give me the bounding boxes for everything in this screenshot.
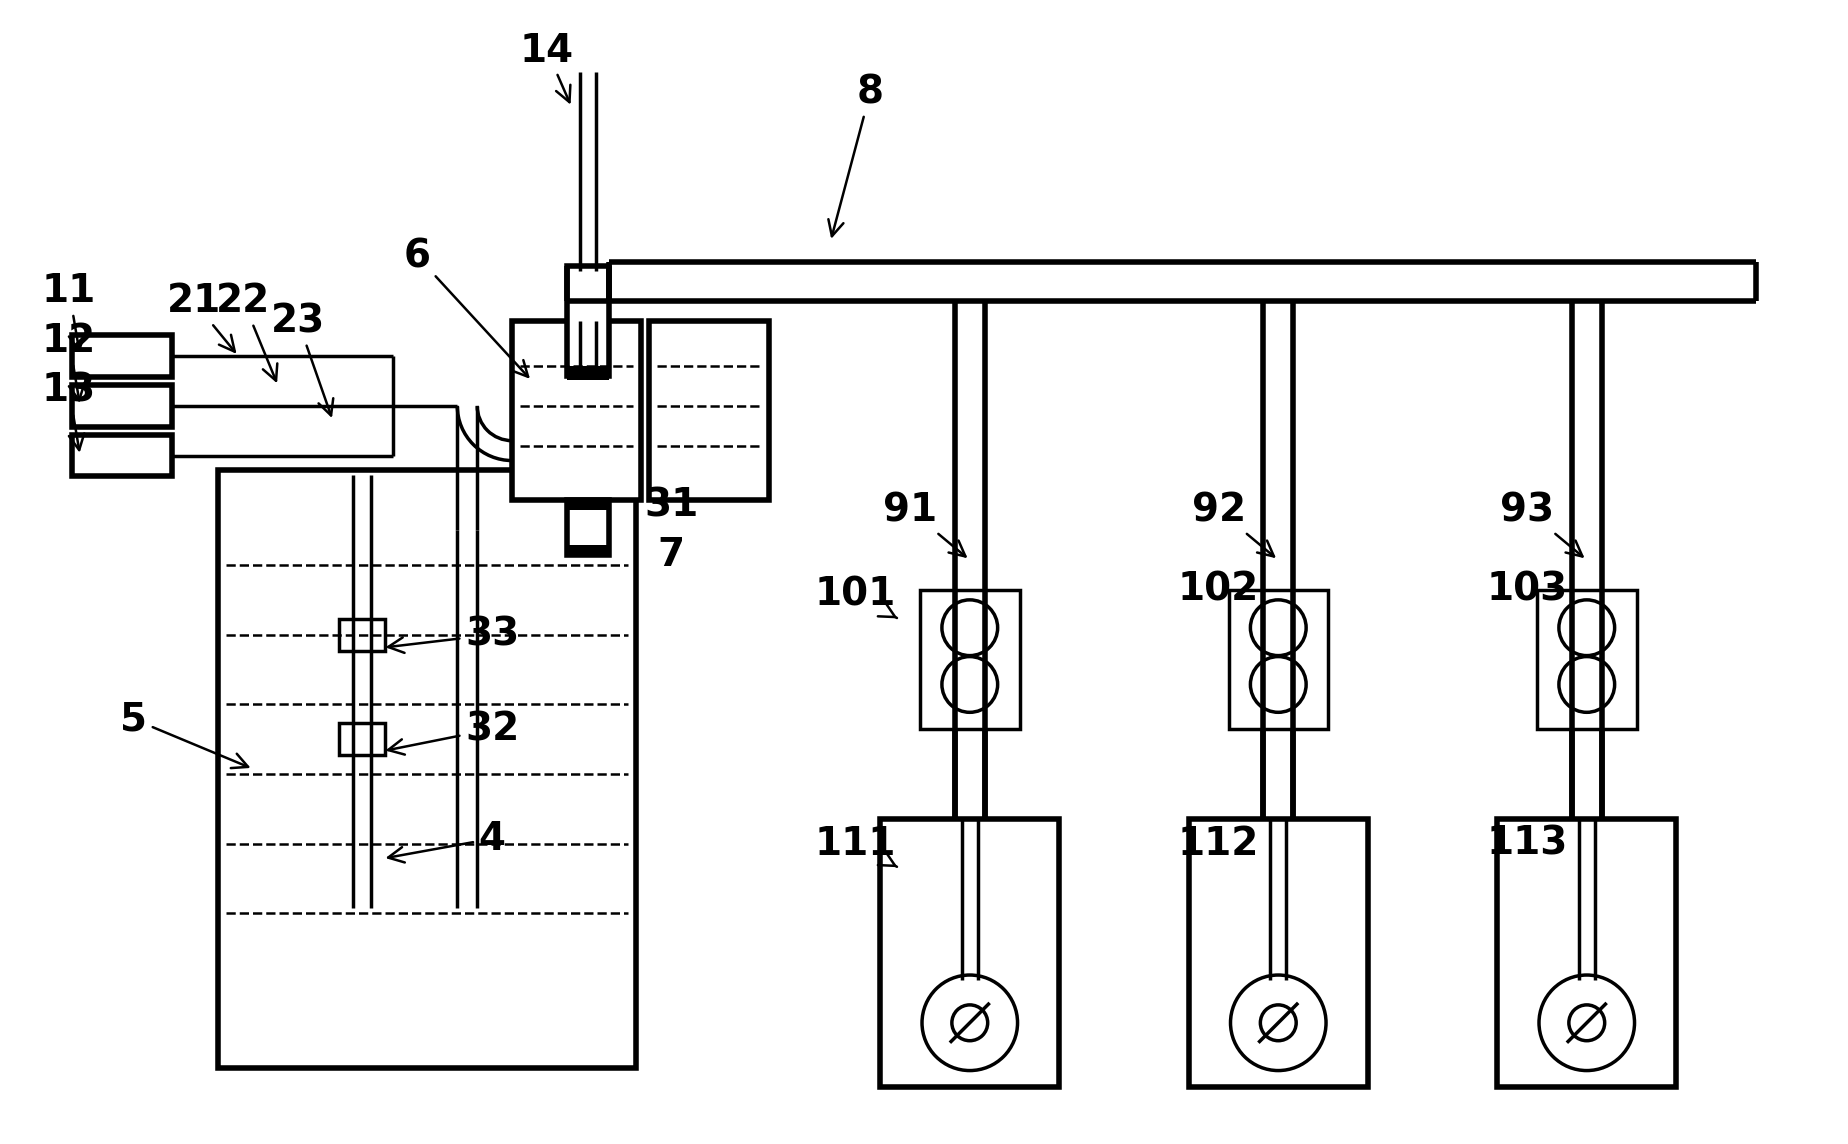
Bar	[920, 590, 1020, 729]
Bar	[649, 321, 769, 500]
Text: 12: 12	[43, 323, 96, 400]
Circle shape	[1560, 657, 1615, 713]
Text: 112: 112	[1177, 825, 1258, 863]
Bar	[567, 546, 608, 555]
Text: 6: 6	[405, 238, 529, 376]
Bar	[338, 619, 384, 651]
Text: 32: 32	[388, 710, 519, 755]
Bar	[72, 335, 172, 378]
Text: 103: 103	[1486, 571, 1567, 609]
Bar	[72, 384, 172, 427]
Circle shape	[942, 599, 998, 656]
Text: 92: 92	[1192, 491, 1273, 556]
Text: 113: 113	[1486, 825, 1567, 863]
Bar	[567, 366, 608, 380]
Text: 8: 8	[828, 73, 883, 236]
Bar	[567, 267, 608, 376]
Bar	[1229, 590, 1329, 729]
Text: 102: 102	[1177, 571, 1258, 609]
Circle shape	[942, 657, 998, 713]
Circle shape	[1539, 975, 1634, 1071]
Circle shape	[1569, 1004, 1604, 1041]
Circle shape	[1251, 657, 1307, 713]
Text: 11: 11	[43, 272, 96, 350]
Text: 23: 23	[272, 302, 333, 415]
Bar	[338, 723, 384, 755]
Text: 93: 93	[1501, 491, 1582, 556]
Text: 111: 111	[815, 825, 896, 867]
Text: 7: 7	[658, 537, 686, 574]
Text: 101: 101	[815, 575, 896, 618]
Text: 22: 22	[216, 283, 277, 381]
Bar	[567, 500, 608, 555]
Text: 4: 4	[388, 820, 506, 863]
Bar	[1188, 819, 1368, 1088]
Bar	[338, 723, 353, 755]
Text: 5: 5	[120, 700, 248, 768]
Circle shape	[1560, 599, 1615, 656]
Bar	[567, 267, 608, 280]
Circle shape	[952, 1004, 987, 1041]
Text: 33: 33	[388, 615, 519, 653]
Bar	[72, 435, 172, 476]
Bar	[567, 500, 608, 510]
Circle shape	[1260, 1004, 1295, 1041]
Circle shape	[1231, 975, 1327, 1071]
Bar	[1538, 590, 1637, 729]
Bar	[371, 723, 384, 755]
Bar	[880, 819, 1059, 1088]
Bar	[338, 619, 353, 651]
Text: 14: 14	[519, 32, 575, 102]
Circle shape	[922, 975, 1018, 1071]
Circle shape	[1251, 599, 1307, 656]
Text: 13: 13	[43, 372, 96, 450]
Bar	[218, 470, 636, 1067]
Bar	[512, 321, 641, 500]
Text: 91: 91	[883, 491, 965, 556]
Text: 21: 21	[166, 283, 235, 351]
Text: 31: 31	[645, 486, 699, 524]
Bar	[1497, 819, 1676, 1088]
Bar	[371, 619, 384, 651]
